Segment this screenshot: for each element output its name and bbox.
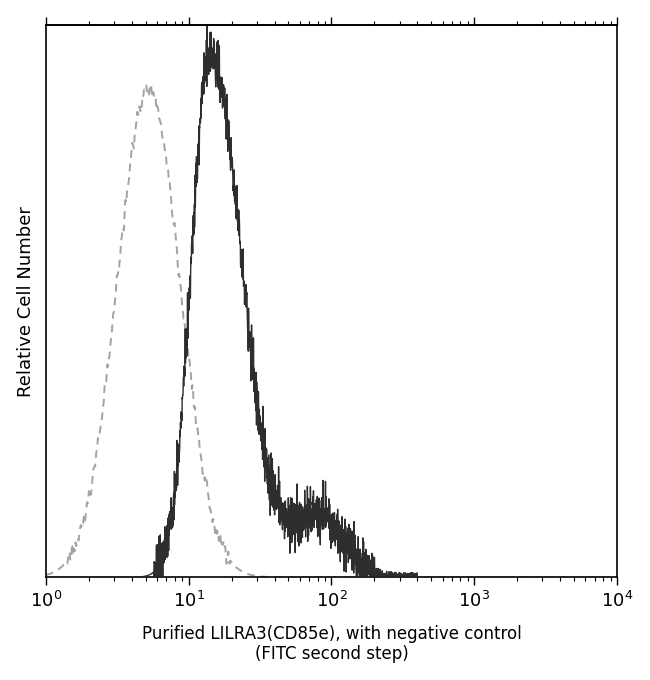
Y-axis label: Relative Cell Number: Relative Cell Number	[17, 206, 34, 396]
X-axis label: Purified LILRA3(CD85e), with negative control
(FITC second step): Purified LILRA3(CD85e), with negative co…	[142, 624, 521, 663]
